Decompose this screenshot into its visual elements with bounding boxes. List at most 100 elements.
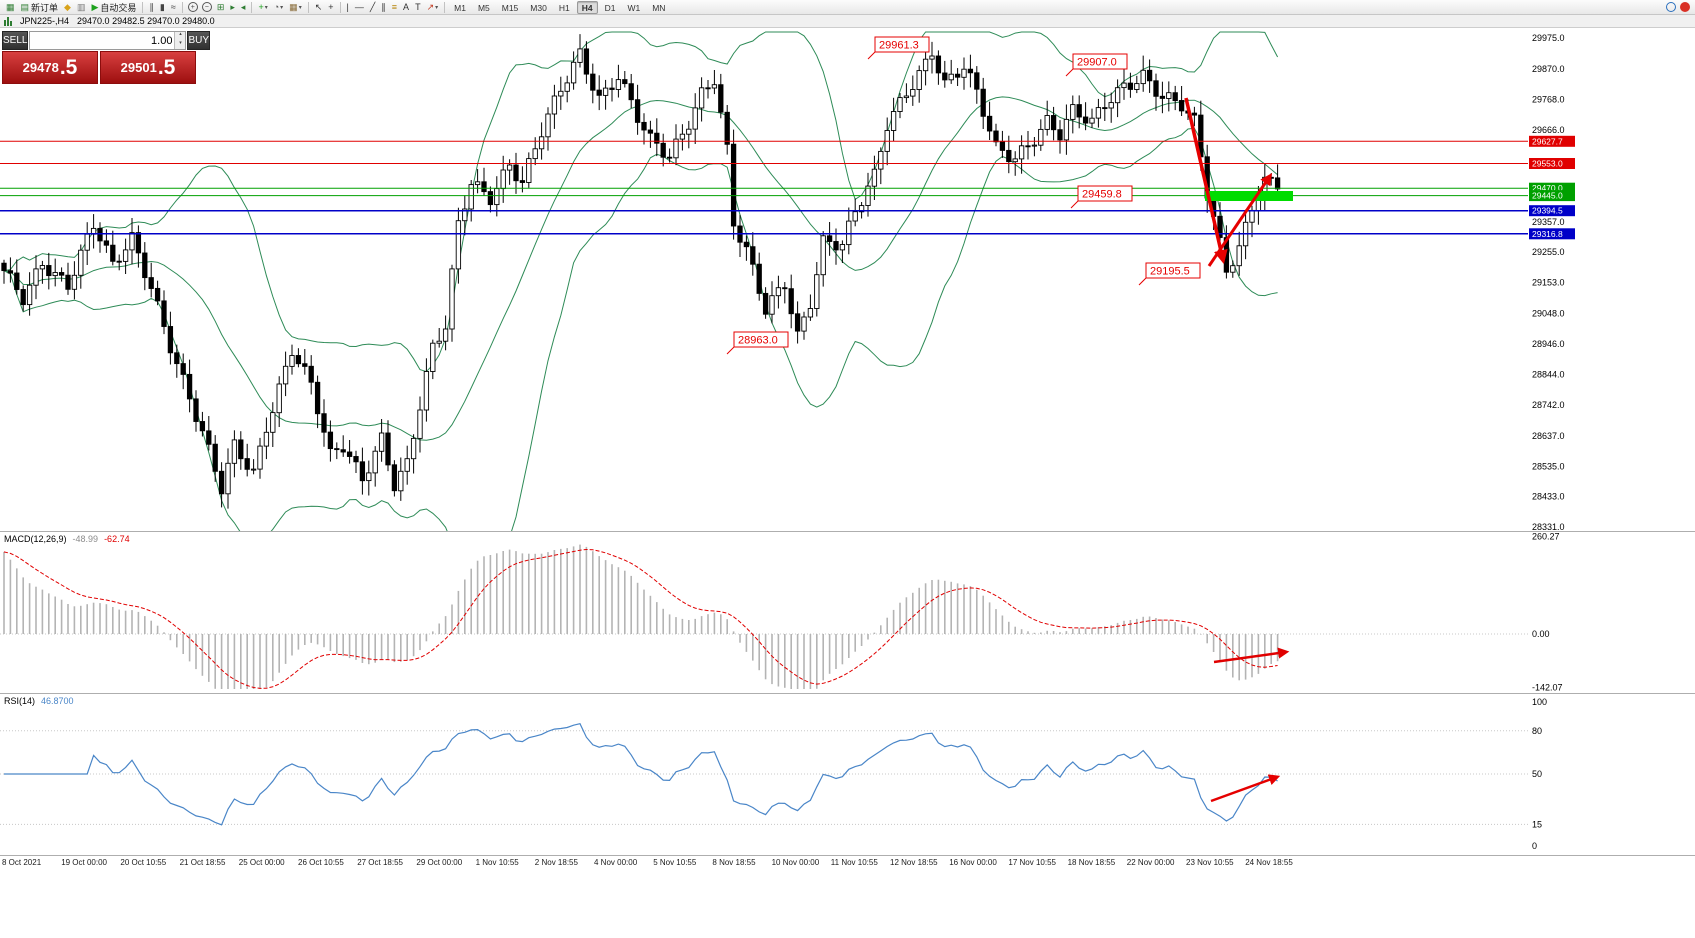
- time-axis-label: 19 Oct 00:00: [61, 858, 107, 867]
- rsi-trend-arrow[interactable]: [1210, 774, 1281, 803]
- crosshair-icon[interactable]: +: [326, 1, 335, 14]
- svg-text:-142.07: -142.07: [1532, 683, 1563, 693]
- buy-button[interactable]: BUY: [187, 31, 211, 50]
- macd-canvas[interactable]: 260.27 0.00 -142.07: [0, 531, 1695, 693]
- sell-price-main: 29478: [22, 60, 59, 75]
- new-order-button[interactable]: ▤ 新订单: [19, 1, 61, 14]
- svg-text:29195.5: 29195.5: [1150, 266, 1190, 278]
- svg-text:28433.0: 28433.0: [1532, 492, 1565, 502]
- equidistant-channel-icon[interactable]: ∥: [379, 1, 388, 14]
- svg-text:29153.0: 29153.0: [1532, 278, 1565, 288]
- time-axis-label: 8 Oct 2021: [2, 858, 42, 867]
- time-axis-label: 23 Nov 10:55: [1186, 858, 1234, 867]
- community-button[interactable]: [1680, 2, 1690, 12]
- timeframe-mn-button[interactable]: MN: [652, 2, 666, 13]
- chart-shift-icon-glyph: ◂: [240, 1, 246, 12]
- autotrading-button[interactable]: ▶ 自动交易: [89, 1, 138, 14]
- arrows-button-dropdown-icon[interactable]: ▾: [435, 4, 439, 11]
- svg-text:29553.0: 29553.0: [1532, 159, 1563, 169]
- main-chart-canvas[interactable]: 29975.0 29870.0 29768.0 29666.0 29357.0 29255…: [0, 15, 1695, 531]
- trend-arrows[interactable]: [1184, 97, 1273, 267]
- tile-windows-icon[interactable]: ⊞: [215, 1, 227, 14]
- search-icon[interactable]: [1666, 2, 1676, 12]
- templates-button[interactable]: ▦ ▾: [287, 1, 304, 14]
- svg-text:28331.0: 28331.0: [1532, 522, 1565, 531]
- line-chart-icon[interactable]: ≈: [169, 1, 178, 14]
- time-axis-label: 8 Nov 18:55: [712, 858, 756, 867]
- cursor-icon-glyph: ↖: [314, 1, 323, 12]
- macd-trend-arrow[interactable]: [1213, 647, 1290, 664]
- panel-separator[interactable]: [0, 531, 1695, 532]
- volume-up-button[interactable]: ▴: [175, 32, 186, 41]
- fibonacci-icon[interactable]: ≡: [390, 1, 399, 14]
- arrows-button[interactable]: ↗ ▾: [425, 1, 441, 14]
- add-indicator-button-dropdown-icon[interactable]: ▾: [264, 4, 268, 11]
- chart-window-icon-glyph: ▦: [6, 1, 15, 12]
- bar-chart-icon[interactable]: ∥: [147, 1, 156, 14]
- buy-price-main: 29501: [120, 60, 157, 75]
- sell-price-panel[interactable]: 29478 .5: [2, 51, 98, 84]
- svg-text:29459.8: 29459.8: [1082, 189, 1122, 201]
- cursor-icon[interactable]: ↖: [313, 1, 325, 14]
- time-axis-label: 16 Nov 00:00: [949, 858, 997, 867]
- time-axis-label: 5 Nov 10:55: [653, 858, 697, 867]
- timeframe-m5-button[interactable]: M5: [477, 2, 490, 13]
- price-axis: 29975.0 29870.0 29768.0 29666.0 29357.0 29255…: [1532, 33, 1565, 531]
- add-indicator-button[interactable]: + ▾: [256, 1, 269, 14]
- time-axis-label: 11 Nov 10:55: [830, 858, 878, 867]
- svg-text:80: 80: [1532, 726, 1542, 736]
- timeframe-m30-button[interactable]: M30: [530, 2, 547, 13]
- timeframe-w1-button[interactable]: W1: [627, 2, 641, 13]
- volume-input[interactable]: [30, 32, 175, 49]
- chart-shift-icon[interactable]: ◂: [239, 1, 248, 14]
- timeframe-m1-button[interactable]: M1: [454, 2, 466, 13]
- timeframe-h4-button[interactable]: H4: [576, 0, 598, 14]
- time-axis-label: 29 Oct 00:00: [416, 858, 463, 867]
- autotrading-button-label: 自动交易: [100, 2, 137, 13]
- time-axis-label: 27 Oct 18:55: [357, 858, 403, 867]
- svg-text:28844.0: 28844.0: [1532, 369, 1565, 379]
- time-axis-label: 18 Nov 18:55: [1067, 858, 1116, 867]
- one-click-trading-panel: SELL ▴ ▾ BUY 29478 .5 29501 .5: [2, 31, 211, 84]
- panel-separator: [0, 855, 1695, 856]
- svg-text:29255.0: 29255.0: [1532, 247, 1565, 257]
- macd-label: MACD(12,26,9) -48.99 -62.74: [4, 534, 130, 544]
- chart-window-icon[interactable]: ▦: [4, 1, 17, 14]
- price-callouts[interactable]: 29961.3 29907.0 29459.8 29195.5 28963.0: [726, 36, 1201, 355]
- zoom-out-icon[interactable]: −: [201, 2, 212, 12]
- zoom-in-icon[interactable]: +: [187, 2, 198, 12]
- history-center-icon[interactable]: ◆: [62, 1, 73, 14]
- svg-text:28946.0: 28946.0: [1532, 339, 1565, 349]
- horizontal-line-icon[interactable]: —: [353, 1, 366, 14]
- highlight-zone[interactable]: [1205, 191, 1293, 201]
- volume-stepper[interactable]: ▴ ▾: [29, 31, 187, 50]
- bollinger-bands: [3, 31, 1279, 531]
- svg-text:50: 50: [1532, 769, 1542, 779]
- periods-button[interactable]: ◔ ▾: [272, 1, 285, 14]
- trendline-icon[interactable]: ╱: [368, 1, 377, 14]
- rsi-canvas[interactable]: 100 80 50 15 0: [0, 693, 1695, 855]
- text-label-icon[interactable]: T: [413, 1, 423, 14]
- timeframe-d1-button[interactable]: D1: [604, 2, 616, 13]
- text-icon-glyph: A: [403, 1, 410, 12]
- candlestick-chart-icon[interactable]: ▮: [158, 1, 167, 14]
- svg-text:260.27: 260.27: [1532, 532, 1560, 542]
- fibonacci-icon-glyph: ≡: [391, 1, 398, 12]
- vertical-line-icon[interactable]: |: [345, 1, 351, 14]
- time-axis[interactable]: 8 Oct 2021 19 Oct 00:00 20 Oct 10:55 21 Oct…: [0, 856, 1695, 872]
- panel-separator[interactable]: [0, 693, 1695, 694]
- timeframe-h1-button[interactable]: H1: [558, 2, 570, 13]
- periods-button-dropdown-icon[interactable]: ▾: [280, 4, 284, 11]
- buy-price-panel[interactable]: 29501 .5: [100, 51, 196, 84]
- timeframe-m15-button[interactable]: M15: [501, 2, 519, 13]
- rsi-axis: 100 80 50 15 0: [1532, 697, 1547, 851]
- volume-down-button[interactable]: ▾: [175, 40, 186, 49]
- sell-button[interactable]: SELL: [2, 31, 29, 50]
- templates-button-dropdown-icon[interactable]: ▾: [298, 4, 302, 11]
- auto-scroll-icon[interactable]: ▸: [228, 1, 237, 14]
- svg-text:29870.0: 29870.0: [1532, 64, 1565, 74]
- market-watch-icon[interactable]: ▥: [75, 1, 88, 14]
- text-icon[interactable]: A: [401, 1, 411, 14]
